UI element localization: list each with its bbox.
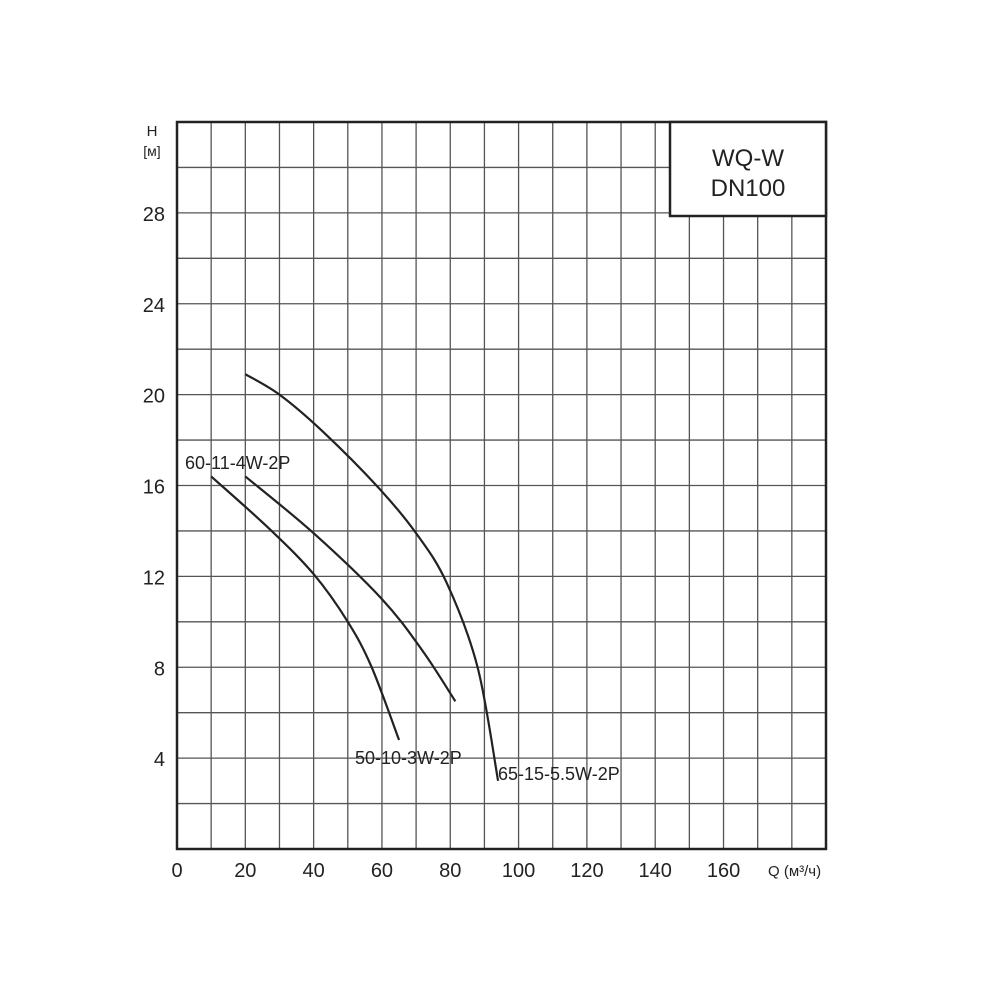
grid xyxy=(177,122,826,849)
y-tick-label: 20 xyxy=(143,386,165,408)
curve-50-10-3W-2P xyxy=(210,475,401,741)
x-axis-label: Q (м³/ч) xyxy=(768,863,821,880)
series-label-50-10-3W-2P: 50-10-3W-2P xyxy=(355,748,462,768)
y-tick-label: 12 xyxy=(143,567,165,589)
title-box xyxy=(668,120,828,218)
y-axis-unit: [м] xyxy=(143,143,160,159)
y-axis-label: H xyxy=(147,123,158,140)
y-tick-label: 24 xyxy=(143,295,165,317)
x-tick-label: 120 xyxy=(570,860,603,882)
x-tick-label: 40 xyxy=(303,860,325,882)
x-tick-label: 80 xyxy=(439,860,461,882)
x-tick-label: 60 xyxy=(371,860,393,882)
plot-frame xyxy=(175,120,828,851)
series-label-60-11-4W-2P: 60-11-4W-2P xyxy=(185,453,290,473)
x-tick-label: 0 xyxy=(171,860,182,882)
y-tick-label: 16 xyxy=(143,477,165,499)
x-tick-label: 100 xyxy=(502,860,535,882)
curve-60-11-4W-2P xyxy=(244,475,457,702)
x-tick-label: 20 xyxy=(234,860,256,882)
x-tick-label: 160 xyxy=(707,860,740,882)
title-line-2: DN100 xyxy=(711,175,786,202)
curve-65-15-5.5W-2P xyxy=(244,373,500,782)
curves xyxy=(210,373,500,782)
y-tick-label: 28 xyxy=(143,204,165,226)
y-tick-label: 4 xyxy=(154,749,165,771)
x-tick-label: 140 xyxy=(639,860,672,882)
series-label-65-15-5.5W-2P: 65-15-5.5W-2P xyxy=(498,764,620,784)
tick-labels: 0 20 40 60 80 100 120 140 160 4 8 12 16 20 24 28 xyxy=(143,204,740,882)
title-line-1: WQ-W xyxy=(712,145,784,172)
y-tick-label: 8 xyxy=(154,658,165,680)
